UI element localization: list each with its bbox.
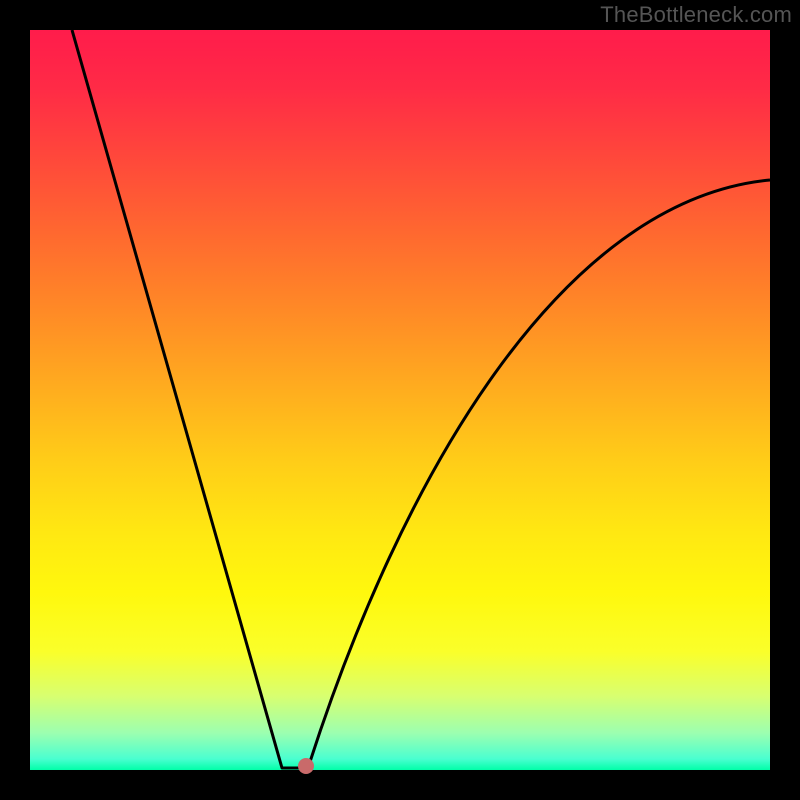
border-right	[770, 0, 800, 800]
chart-frame	[0, 0, 800, 800]
watermark-text: TheBottleneck.com	[600, 2, 792, 28]
border-left	[0, 0, 30, 800]
bottleneck-chart	[0, 0, 800, 800]
border-bottom	[0, 770, 800, 800]
optimal-point-marker	[298, 758, 314, 774]
gradient-background	[30, 30, 770, 770]
